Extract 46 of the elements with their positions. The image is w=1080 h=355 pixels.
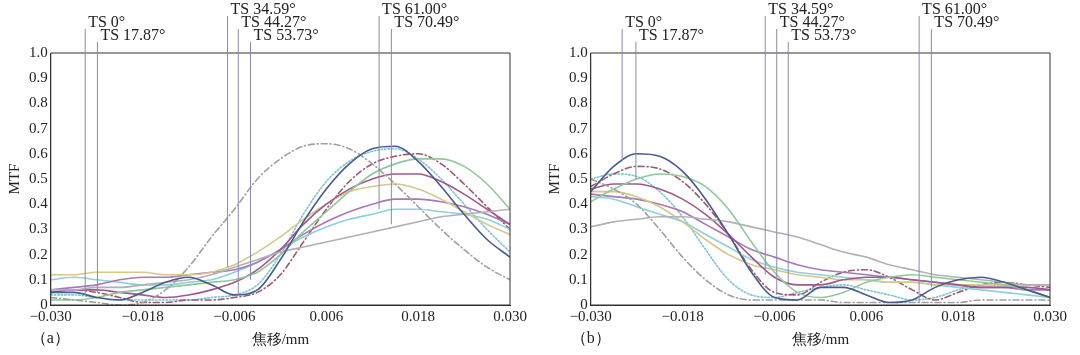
x-tick-label: −0.018 <box>121 307 164 324</box>
y-tick-label: 1.0 <box>29 43 48 60</box>
x-tick-label: 0.018 <box>401 307 436 324</box>
y-tick-label: 0.9 <box>29 69 48 86</box>
y-tick-label: 0 <box>580 295 588 312</box>
annotation: TS 70.49° <box>934 13 1000 31</box>
text: （a） <box>30 329 70 347</box>
y-tick-label: 0.7 <box>29 119 49 136</box>
y-tick-label: 0 <box>40 295 48 312</box>
y-tick-label: 0.1 <box>569 270 588 287</box>
y-axis-title: MTF <box>545 163 562 195</box>
y-axis-title: MTF <box>5 163 22 195</box>
y-tick-label: 0.1 <box>29 270 48 287</box>
y-tick-label: 0.9 <box>569 69 588 86</box>
y-tick-label: 0.2 <box>569 245 588 262</box>
y-tick-label: 0.7 <box>569 119 589 136</box>
y-tick-label: 0.3 <box>569 220 588 237</box>
x-axis-title: 焦移/mm <box>791 330 850 347</box>
y-tick-label: 0.5 <box>569 169 588 186</box>
x-tick-label: −0.006 <box>753 307 797 324</box>
annotation: TS 53.73° <box>791 26 857 44</box>
y-tick-label: 0.6 <box>569 144 589 161</box>
text: （b） <box>570 329 611 347</box>
y-tick-label: 0.8 <box>569 94 588 111</box>
line-series <box>50 183 510 276</box>
y-tick-label: 1.0 <box>569 43 588 60</box>
y-tick-label: 0.3 <box>29 220 48 237</box>
x-axis-title: 焦移/mm <box>251 330 310 347</box>
y-tick-label: 0.5 <box>29 169 48 186</box>
y-tick-label: 0.4 <box>569 195 589 212</box>
x-tick-label: 0.006 <box>309 307 344 324</box>
annotation: TS 53.73° <box>253 26 319 44</box>
x-tick-label: 0.018 <box>941 307 976 324</box>
y-tick-label: 0.2 <box>29 245 48 262</box>
x-tick-label: 0.030 <box>1033 307 1067 324</box>
y-tick-label: 0.4 <box>29 195 49 212</box>
annotation: TS 70.49° <box>394 13 460 31</box>
y-tick-label: 0.6 <box>29 144 49 161</box>
x-tick-label: 0.030 <box>493 307 527 324</box>
y-tick-label: 0.8 <box>29 94 48 111</box>
annotation: TS 17.87° <box>100 26 166 44</box>
x-tick-label: 0.006 <box>849 307 884 324</box>
x-tick-label: −0.006 <box>213 307 257 324</box>
x-tick-label: −0.018 <box>661 307 704 324</box>
line-series <box>590 216 1050 286</box>
annotation: TS 17.87° <box>638 26 704 44</box>
